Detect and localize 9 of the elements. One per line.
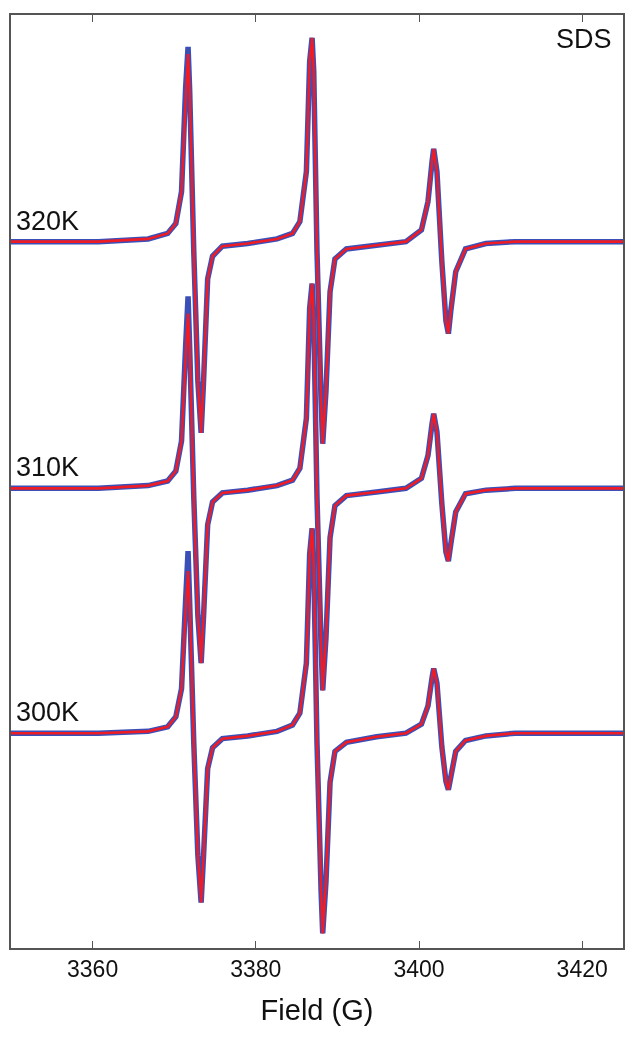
x-tick-label: 3360 bbox=[67, 956, 119, 983]
annotation: SDS bbox=[556, 24, 612, 54]
annotation: 300K bbox=[16, 697, 80, 727]
x-axis-title: Field (G) bbox=[260, 993, 374, 1026]
x-tick-label: 3400 bbox=[393, 956, 445, 983]
x-tick-label: 3380 bbox=[230, 956, 282, 983]
annotation: 320K bbox=[16, 206, 80, 236]
x-tick-label: 3420 bbox=[556, 956, 608, 983]
annotation: 310K bbox=[16, 452, 80, 482]
